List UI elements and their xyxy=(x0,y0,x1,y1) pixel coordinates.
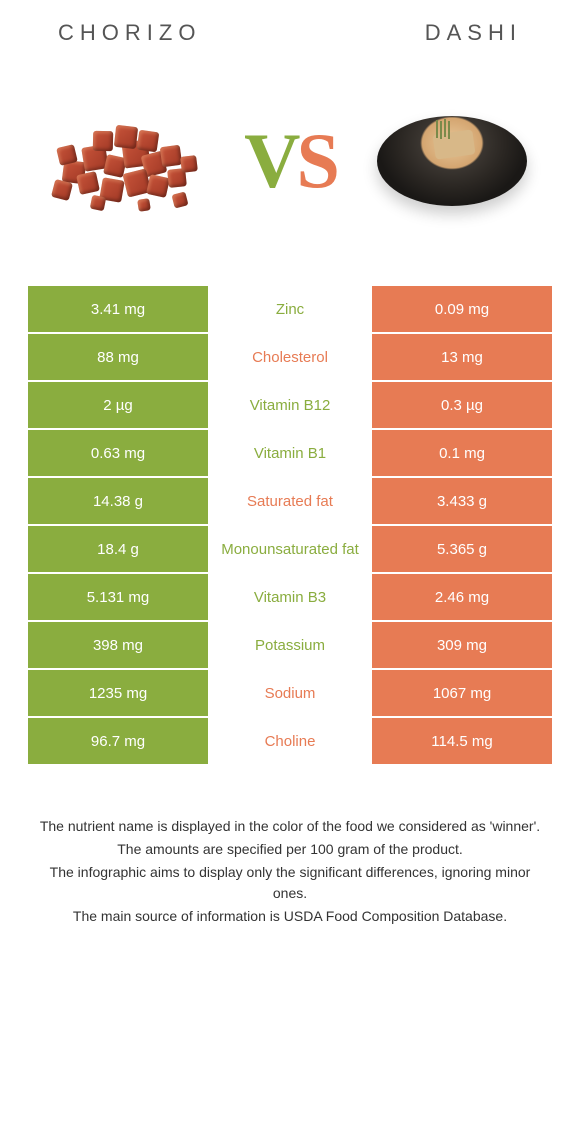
value-right: 5.365 g xyxy=(372,526,552,572)
value-left: 14.38 g xyxy=(28,478,208,524)
chorizo-cube xyxy=(93,131,113,151)
table-row: 14.38 gSaturated fat3.433 g xyxy=(28,478,552,526)
value-left: 1235 mg xyxy=(28,670,208,716)
footnote-line: The nutrient name is displayed in the co… xyxy=(38,816,542,837)
footnotes: The nutrient name is displayed in the co… xyxy=(28,816,552,927)
chorizo-cube xyxy=(90,195,107,212)
value-left: 88 mg xyxy=(28,334,208,380)
title-row: CHORIZO DASHI xyxy=(28,20,552,46)
nutrient-table: 3.41 mgZinc0.09 mg88 mgCholesterol13 mg2… xyxy=(28,286,552,766)
nutrient-label: Choline xyxy=(208,718,372,764)
table-row: 18.4 gMonounsaturated fat5.365 g xyxy=(28,526,552,574)
value-left: 5.131 mg xyxy=(28,574,208,620)
table-row: 96.7 mgCholine114.5 mg xyxy=(28,718,552,766)
chorizo-cube xyxy=(180,155,198,173)
footnote-line: The infographic aims to display only the… xyxy=(38,862,542,904)
vs-label: VS xyxy=(244,116,336,206)
value-right: 3.433 g xyxy=(372,478,552,524)
value-left: 3.41 mg xyxy=(28,286,208,332)
hero-row: VS xyxy=(28,76,552,246)
value-right: 114.5 mg xyxy=(372,718,552,764)
value-left: 2 µg xyxy=(28,382,208,428)
chorizo-cube xyxy=(114,125,138,149)
value-left: 0.63 mg xyxy=(28,430,208,476)
value-left: 398 mg xyxy=(28,622,208,668)
nutrient-label: Zinc xyxy=(208,286,372,332)
nutrient-label: Potassium xyxy=(208,622,372,668)
nutrient-label: Cholesterol xyxy=(208,334,372,380)
value-right: 0.09 mg xyxy=(372,286,552,332)
footnote-line: The amounts are specified per 100 gram o… xyxy=(38,839,542,860)
dashi-bowl xyxy=(377,116,527,206)
nutrient-label: Vitamin B3 xyxy=(208,574,372,620)
food2-title: DASHI xyxy=(425,20,522,46)
food1-image xyxy=(43,86,213,236)
chorizo-cube xyxy=(51,179,73,201)
nutrient-label: Saturated fat xyxy=(208,478,372,524)
table-row: 0.63 mgVitamin B10.1 mg xyxy=(28,430,552,478)
value-right: 0.3 µg xyxy=(372,382,552,428)
nutrient-label: Monounsaturated fat xyxy=(208,526,372,572)
value-right: 13 mg xyxy=(372,334,552,380)
value-left: 96.7 mg xyxy=(28,718,208,764)
vs-s: S xyxy=(296,117,335,204)
table-row: 5.131 mgVitamin B32.46 mg xyxy=(28,574,552,622)
chorizo-cube xyxy=(172,191,189,208)
value-right: 0.1 mg xyxy=(372,430,552,476)
table-row: 398 mgPotassium309 mg xyxy=(28,622,552,670)
chorizo-cube xyxy=(160,145,183,168)
food2-image xyxy=(367,86,537,236)
value-right: 309 mg xyxy=(372,622,552,668)
table-row: 88 mgCholesterol13 mg xyxy=(28,334,552,382)
chorizo-cube xyxy=(76,171,100,195)
nutrient-label: Vitamin B1 xyxy=(208,430,372,476)
value-left: 18.4 g xyxy=(28,526,208,572)
value-right: 1067 mg xyxy=(372,670,552,716)
table-row: 2 µgVitamin B120.3 µg xyxy=(28,382,552,430)
footnote-line: The main source of information is USDA F… xyxy=(38,906,542,927)
vs-v: V xyxy=(244,117,296,204)
chorizo-cube xyxy=(138,198,152,212)
nutrient-label: Sodium xyxy=(208,670,372,716)
value-right: 2.46 mg xyxy=(372,574,552,620)
table-row: 1235 mgSodium1067 mg xyxy=(28,670,552,718)
chorizo-cube xyxy=(146,174,170,198)
chorizo-cube xyxy=(137,130,160,153)
table-row: 3.41 mgZinc0.09 mg xyxy=(28,286,552,334)
nutrient-label: Vitamin B12 xyxy=(208,382,372,428)
food1-title: CHORIZO xyxy=(58,20,201,46)
